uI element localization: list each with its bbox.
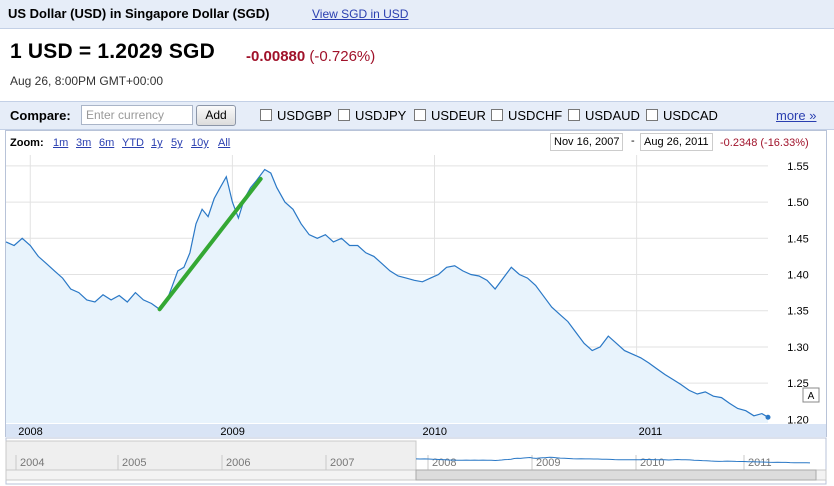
quote-timestamp: Aug 26, 8:00PM GMT+00:00 (10, 74, 164, 88)
checkbox[interactable] (646, 109, 658, 121)
range-start-date[interactable]: Nov 16, 2007 (550, 133, 624, 151)
y-tick-label: 1.40 (787, 270, 808, 282)
navigator-year-label: 2005 (122, 457, 146, 469)
compare-label: Compare: (10, 108, 71, 123)
zoom-label: Zoom: (10, 137, 44, 149)
add-button[interactable]: Add (196, 105, 236, 126)
navigator-year-label: 2009 (536, 457, 560, 469)
y-tick-label: 1.45 (787, 233, 808, 245)
zoom-10y[interactable]: 10y (191, 137, 209, 149)
zoom-5y[interactable]: 5y (171, 137, 183, 149)
x-tick-label: 2011 (639, 426, 663, 438)
zoom-1m[interactable]: 1m (53, 137, 69, 149)
navigator-year-label: 2007 (330, 457, 354, 469)
zoom-3m[interactable]: 3m (76, 137, 92, 149)
range-change: -0.2348 (-16.33%) (720, 137, 809, 149)
range-end-date[interactable]: Aug 26, 2011 (640, 133, 713, 151)
checkbox[interactable] (260, 109, 272, 121)
y-tick-label: 1.25 (787, 378, 808, 390)
annotation-flag (802, 387, 820, 403)
compare-currency-input[interactable] (81, 105, 193, 125)
navigator-year-label: 2010 (640, 457, 664, 469)
checkbox[interactable] (568, 109, 580, 121)
y-tick-label: 1.20 (787, 414, 808, 426)
compare-usdaud[interactable]: USDAUD (568, 106, 640, 124)
navigator-series-line (415, 456, 811, 464)
page-title: US Dollar (USD) in Singapore Dollar (SGD… (8, 6, 270, 21)
series-line (5, 168, 769, 418)
change-percent: (-0.726%) (309, 48, 376, 65)
more-link[interactable]: more » (776, 108, 817, 123)
header-bar (0, 0, 834, 29)
navigator-year-label: 2011 (748, 457, 772, 469)
compare-usdgbp[interactable]: USDGBP (260, 106, 332, 124)
navigator-scroll-thumb (415, 469, 817, 481)
view-inverse-link[interactable]: View SGD in USD (312, 7, 409, 21)
zoom-ytd[interactable]: YTD (122, 137, 144, 149)
y-tick-label: 1.50 (787, 197, 808, 209)
annotation-flag-letter: A (808, 391, 815, 402)
series-area (6, 169, 768, 423)
x-axis-band (6, 424, 826, 437)
zoom-1y[interactable]: 1y (151, 137, 163, 149)
navigator-year-label: 2004 (20, 457, 44, 469)
change-absolute: -0.00880 (246, 48, 306, 65)
zoom-6m[interactable]: 6m (99, 137, 115, 149)
compare-usdcad[interactable]: USDCAD (646, 106, 718, 124)
x-tick-label: 2009 (220, 426, 244, 438)
trend-line-annotation (157, 176, 263, 312)
y-tick-label: 1.35 (787, 306, 808, 318)
last-price-marker (765, 414, 771, 420)
checkbox[interactable] (491, 109, 503, 121)
exchange-rate: 1 USD = 1.2029 SGD (10, 40, 215, 63)
navigator-year-label: 2006 (226, 457, 250, 469)
y-tick-label: 1.30 (787, 342, 808, 354)
zoom-all[interactable]: All (218, 137, 231, 149)
range-separator: - (631, 135, 635, 147)
checkbox[interactable] (338, 109, 350, 121)
x-tick-label: 2010 (422, 426, 446, 438)
checkbox[interactable] (414, 109, 426, 121)
rate-change: -0.00880 (-0.726%) (246, 48, 375, 65)
compare-usdjpy[interactable]: USDJPY (338, 106, 406, 124)
x-tick-label: 2008 (18, 426, 42, 438)
compare-usdeur[interactable]: USDEUR (414, 106, 486, 124)
y-tick-label: 1.55 (787, 161, 808, 173)
compare-usdchf[interactable]: USDCHF (491, 106, 562, 124)
navigator-year-label: 2008 (432, 457, 456, 469)
